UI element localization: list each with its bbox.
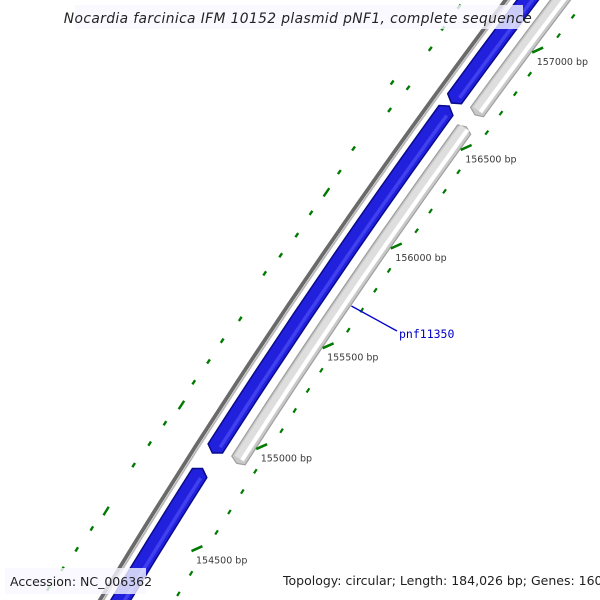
ruler-minor-tick — [498, 110, 504, 116]
ruler-minor-tick — [386, 267, 392, 274]
outer-feature-dash — [237, 316, 243, 322]
ruler-minor-tick — [292, 407, 298, 414]
ruler-minor-tick — [428, 208, 433, 214]
outer-feature-dash — [427, 46, 433, 52]
ruler-minor-tick — [240, 488, 245, 495]
ruler-major-tick — [460, 143, 473, 152]
ruler-tick-label: 154500 bp — [196, 556, 247, 567]
gene-callout-line — [351, 305, 398, 332]
outer-feature-dash — [131, 462, 137, 468]
ruler-minor-tick — [527, 71, 533, 77]
scale-band-arcs — [231, 0, 572, 466]
outer-feature-dashes — [46, 3, 462, 592]
ruler-major-tick — [322, 342, 335, 350]
page-title: Nocardia farcinica IFM 10152 plasmid pNF… — [64, 11, 532, 27]
outer-feature-dash — [206, 358, 211, 365]
outer-feature-dash — [405, 85, 411, 91]
gene-callout: pnf11350 — [351, 305, 454, 341]
outer-feature-dash — [219, 337, 225, 344]
ruler-tick-label: 155500 bp — [327, 353, 378, 364]
outer-feature-dash — [177, 400, 186, 410]
scale-arc-gloss — [240, 128, 470, 462]
ruler-minor-tick — [214, 529, 219, 536]
outer-feature-dash — [387, 107, 393, 113]
ruler-minor-tick — [279, 428, 284, 434]
ruler-tick-label: 156500 bp — [465, 154, 516, 165]
scale-arc-midtone — [234, 124, 468, 461]
backbone-circle-edge — [102, 0, 511, 600]
ruler-tick-labels: 154500 bp 155000 bp 155500 bp 156000 bp 1565… — [196, 57, 588, 566]
gene-arc-highlight — [122, 477, 203, 600]
ruler-major-tick — [390, 242, 403, 250]
outer-feature-dash — [102, 506, 110, 516]
outer-feature-dash — [351, 145, 356, 152]
ruler-minor-tick — [176, 591, 181, 597]
ruler-tick-label: 157000 bp — [537, 57, 588, 68]
outer-feature-dash — [147, 440, 153, 447]
ruler-major-tick — [190, 545, 203, 553]
ruler-major-tick — [255, 443, 268, 451]
ruler-minor-tick — [442, 188, 447, 195]
ruler-minor-tick — [556, 32, 561, 39]
ruler-minor-tick — [305, 387, 311, 394]
gene-arc-cds-upstream[interactable] — [107, 467, 208, 600]
outer-feature-dash — [262, 270, 268, 277]
ruler-minor-tick — [484, 129, 490, 136]
ruler-ticks — [176, 13, 576, 597]
ruler-minor-tick — [570, 13, 576, 19]
gene-callout-label[interactable]: pnf11350 — [399, 327, 454, 341]
gene-feature-arcs — [107, 0, 540, 600]
ruler-minor-tick — [456, 169, 461, 175]
scale-arc-gloss — [478, 0, 567, 114]
outer-feature-dash — [308, 210, 314, 216]
status-accession: Accession: NC_006362 — [10, 574, 152, 589]
title-background-box — [75, 5, 523, 29]
outer-feature-dash — [74, 546, 80, 553]
ruler-major-tick — [531, 46, 544, 54]
ruler-minor-tick — [227, 509, 232, 515]
outer-feature-dash — [89, 525, 95, 532]
outer-feature-dash — [191, 379, 197, 386]
ruler-minor-tick — [319, 367, 324, 373]
text-overlays: Nocardia farcinica IFM 10152 plasmid pNF… — [5, 5, 600, 594]
ruler-minor-tick — [345, 327, 351, 333]
ruler-minor-tick — [188, 570, 194, 577]
status-topology: Topology: circular; Length: 184,026 bp; … — [282, 573, 600, 588]
ruler-minor-tick — [253, 468, 258, 474]
gene-arc-highlight — [458, 0, 535, 99]
outer-feature-dash — [336, 169, 342, 175]
outer-feature-dash — [294, 232, 300, 238]
outer-feature-dash — [322, 187, 331, 198]
ruler-minor-tick — [512, 90, 518, 97]
gene-arc-highlight — [218, 114, 449, 449]
ruler-minor-tick — [414, 228, 419, 234]
outer-feature-dash — [162, 420, 168, 426]
accession-background-box — [5, 568, 146, 594]
scale-arc-midtone — [473, 0, 565, 113]
ruler-tick-label: 156000 bp — [395, 253, 446, 264]
ruler-minor-tick — [373, 287, 378, 293]
outer-feature-dash — [389, 79, 395, 86]
outer-feature-dash — [278, 252, 284, 258]
ruler-tick-label: 155000 bp — [261, 454, 312, 465]
